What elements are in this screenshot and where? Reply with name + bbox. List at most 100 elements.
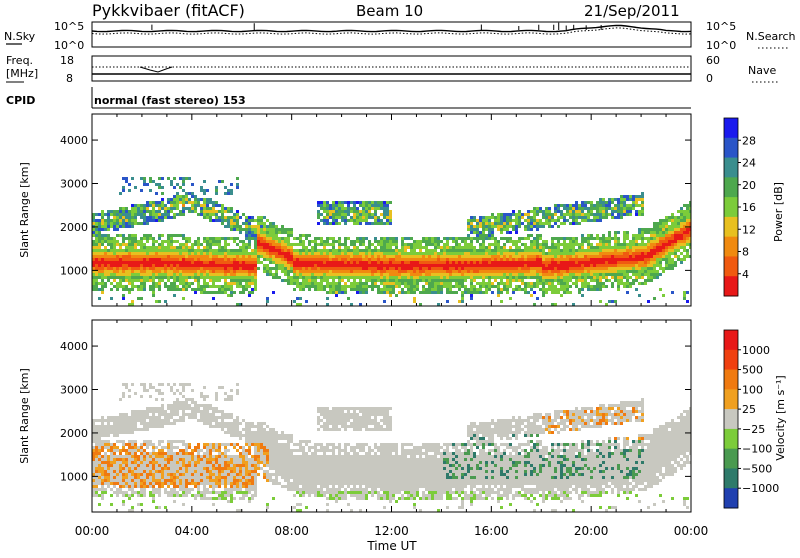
power-cell xyxy=(536,225,539,228)
power-cell xyxy=(662,225,665,228)
power-cell xyxy=(110,267,113,270)
power-cell xyxy=(512,291,515,294)
velocity-cell xyxy=(119,398,122,401)
power-cell xyxy=(233,273,236,276)
power-cell xyxy=(497,270,500,273)
power-cell xyxy=(530,234,533,237)
power-cell xyxy=(539,237,542,240)
power-cell xyxy=(215,249,218,252)
power-cell xyxy=(392,288,395,291)
power-cell xyxy=(224,273,227,276)
power-cell xyxy=(620,204,623,207)
power-cell xyxy=(593,285,596,288)
power-cell xyxy=(641,243,644,246)
power-cell xyxy=(266,258,269,261)
power-cell xyxy=(143,216,146,219)
power-cell xyxy=(179,210,182,213)
power-cell xyxy=(182,183,185,186)
power-cell xyxy=(509,222,512,225)
velocity-cell xyxy=(98,476,101,479)
power-cell xyxy=(614,258,617,261)
power-cell xyxy=(368,255,371,258)
power-cell xyxy=(503,246,506,249)
power-cell xyxy=(488,225,491,228)
power-cell xyxy=(299,297,302,300)
power-cell xyxy=(101,258,104,261)
power-cell xyxy=(581,264,584,267)
power-cell xyxy=(566,288,569,291)
power-cell xyxy=(554,273,557,276)
power-cell xyxy=(131,300,134,303)
power-cell xyxy=(632,264,635,267)
power-cell xyxy=(350,288,353,291)
power-cell xyxy=(239,261,242,264)
power-cell xyxy=(230,261,233,264)
power-cell xyxy=(635,279,638,282)
power-cell xyxy=(347,207,350,210)
power-cell xyxy=(326,243,329,246)
power-cell xyxy=(443,237,446,240)
power-cell xyxy=(290,282,293,285)
power-cell xyxy=(248,285,251,288)
power-cell xyxy=(134,249,137,252)
power-cell xyxy=(281,261,284,264)
power-cell xyxy=(248,258,251,261)
power-cell xyxy=(221,222,224,225)
power-cell xyxy=(158,186,161,189)
power-cell xyxy=(509,279,512,282)
power-cell xyxy=(215,219,218,222)
power-cell xyxy=(440,276,443,279)
power-cell xyxy=(404,258,407,261)
power-cell xyxy=(206,216,209,219)
power-cell xyxy=(164,246,167,249)
power-cell xyxy=(662,234,665,237)
power-cell xyxy=(464,267,467,270)
power-cell xyxy=(320,207,323,210)
power-cell xyxy=(656,225,659,228)
power-cell xyxy=(635,201,638,204)
power-cell xyxy=(455,291,458,294)
power-cell xyxy=(605,237,608,240)
power-cell xyxy=(236,225,239,228)
power-cell xyxy=(419,246,422,249)
power-cell xyxy=(554,288,557,291)
power-cell xyxy=(515,216,518,219)
power-cell xyxy=(395,273,398,276)
power-cell xyxy=(272,243,275,246)
power-cell xyxy=(632,255,635,258)
power-cell xyxy=(668,234,671,237)
power-cell xyxy=(518,255,521,258)
power-cell xyxy=(254,228,257,231)
power-cell xyxy=(233,264,236,267)
power-cell xyxy=(272,228,275,231)
power-cell xyxy=(626,273,629,276)
velocity-cell xyxy=(131,458,134,461)
power-cell xyxy=(686,300,689,303)
power-cell xyxy=(503,276,506,279)
velocity-cell xyxy=(152,458,155,461)
power-cell xyxy=(422,240,425,243)
power-cell xyxy=(530,273,533,276)
power-cell xyxy=(296,252,299,255)
power-cell xyxy=(335,294,338,297)
power-cell xyxy=(155,252,158,255)
power-cell xyxy=(524,246,527,249)
power-cell xyxy=(422,291,425,294)
power-cell xyxy=(305,246,308,249)
power-cell xyxy=(257,228,260,231)
power-cell xyxy=(119,219,122,222)
power-cell xyxy=(221,204,224,207)
power-cell xyxy=(293,252,296,255)
power-cell xyxy=(365,246,368,249)
power-cell xyxy=(446,270,449,273)
power-cell xyxy=(224,276,227,279)
power-cell xyxy=(248,267,251,270)
power-cell xyxy=(197,201,200,204)
power-cell xyxy=(194,249,197,252)
power-cell xyxy=(353,201,356,204)
power-cell xyxy=(626,261,629,264)
velocity-cell xyxy=(134,413,137,416)
velocity-cell xyxy=(95,470,98,473)
power-cell xyxy=(335,213,338,216)
power-cell xyxy=(245,231,248,234)
